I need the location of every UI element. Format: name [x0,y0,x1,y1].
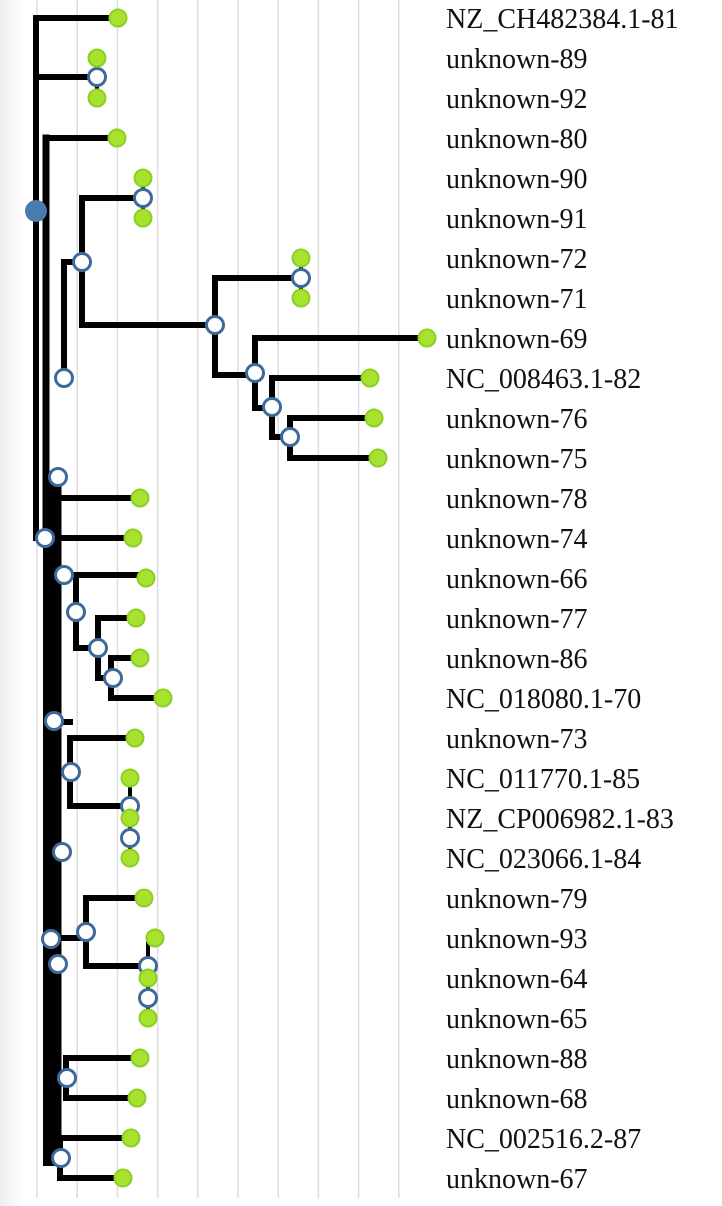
leaf-label: unknown-89 [446,44,588,75]
leaf-label: unknown-75 [446,444,588,475]
leaf-labels: NZ_CH482384.1-81 unknown-89 unknown-92 unkn… [446,4,679,1195]
internal-node[interactable] [103,668,123,688]
internal-node[interactable] [61,762,81,782]
tree-branches [33,15,430,1181]
root-node[interactable] [25,200,47,222]
internal-node[interactable] [48,954,68,974]
internal-node[interactable] [57,1068,77,1088]
internal-node[interactable] [88,638,108,658]
leaf-label: NC_011770.1-85 [446,764,640,795]
internal-node[interactable] [280,427,300,447]
leaf-node[interactable] [108,8,128,28]
internal-node[interactable] [72,252,92,272]
leaf-node[interactable] [120,768,140,788]
leaf-node[interactable] [107,128,127,148]
leaf-label: unknown-90 [446,164,588,195]
internal-node[interactable] [51,1148,71,1168]
leaf-label: unknown-71 [446,284,588,315]
leaf-node[interactable] [134,888,154,908]
leaf-node[interactable] [87,48,107,68]
leaf-label: unknown-77 [446,604,588,635]
leaf-label: NC_018080.1-70 [446,684,641,715]
leaf-label: unknown-73 [446,724,588,755]
leaf-node[interactable] [133,168,153,188]
leaf-node[interactable] [417,328,437,348]
leaf-node[interactable] [360,368,380,388]
leaf-label: unknown-93 [446,924,588,955]
internal-node[interactable] [48,467,68,487]
internal-node[interactable] [262,397,282,417]
leaf-node[interactable] [125,728,145,748]
leaf-node[interactable] [126,608,146,628]
leaf-label: unknown-80 [446,124,588,155]
leaf-node[interactable] [291,248,311,268]
leaf-node[interactable] [145,928,165,948]
leaf-node[interactable] [153,688,173,708]
leaf-node[interactable] [113,1168,133,1188]
leaf-label: unknown-74 [446,524,588,555]
leaf-label: unknown-64 [446,964,588,995]
leaf-label: unknown-92 [446,84,588,115]
leaf-node[interactable] [368,448,388,468]
internal-node[interactable] [54,565,74,585]
leaf-label: unknown-86 [446,644,588,675]
leaf-node[interactable] [130,648,150,668]
leaf-node[interactable] [120,808,140,828]
leaf-label: unknown-66 [446,564,588,595]
leaf-node[interactable] [133,208,153,228]
internal-node[interactable] [35,528,55,548]
leaf-label: unknown-76 [446,404,588,435]
internal-node[interactable] [133,188,153,208]
leaf-label: unknown-65 [446,1004,588,1035]
leaf-label: unknown-79 [446,884,588,915]
internal-node[interactable] [66,602,86,622]
internal-node[interactable] [76,922,96,942]
internal-node[interactable] [54,368,74,388]
leaf-node[interactable] [138,968,158,988]
leaf-node[interactable] [130,1048,150,1068]
leaf-node[interactable] [127,1088,147,1108]
leaf-label: unknown-67 [446,1164,588,1195]
leaf-label: unknown-88 [446,1044,588,1075]
internal-node[interactable] [52,842,72,862]
grid-lines [36,0,400,1198]
leaf-label: unknown-72 [446,244,588,275]
internal-node[interactable] [138,988,158,1008]
leaf-node[interactable] [136,568,156,588]
leaf-node[interactable] [120,848,140,868]
leaf-label: NZ_CP006982.1-83 [446,804,674,835]
leaf-label: unknown-78 [446,484,588,515]
leaf-node[interactable] [123,528,143,548]
leaf-node[interactable] [364,408,384,428]
internal-node[interactable] [245,363,265,383]
internal-node[interactable] [205,315,225,335]
leaf-label: unknown-68 [446,1084,588,1115]
leaf-label: unknown-69 [446,324,588,355]
internal-node[interactable] [44,711,64,731]
leaf-node[interactable] [130,488,150,508]
leaf-node[interactable] [138,1008,158,1028]
leaf-label: NC_002516.2-87 [446,1124,641,1155]
leaf-node[interactable] [87,88,107,108]
leaf-node[interactable] [291,288,311,308]
leaf-label: NZ_CH482384.1-81 [446,4,679,35]
leaf-label: unknown-91 [446,204,588,235]
internal-node[interactable] [41,929,61,949]
tree-nodes [25,8,437,1188]
internal-node[interactable] [291,268,311,288]
internal-node[interactable] [87,67,107,87]
leaf-label: NC_008463.1-82 [446,364,641,395]
leaf-label: NC_023066.1-84 [446,844,641,875]
internal-node[interactable] [120,828,140,848]
leaf-node[interactable] [121,1128,141,1148]
